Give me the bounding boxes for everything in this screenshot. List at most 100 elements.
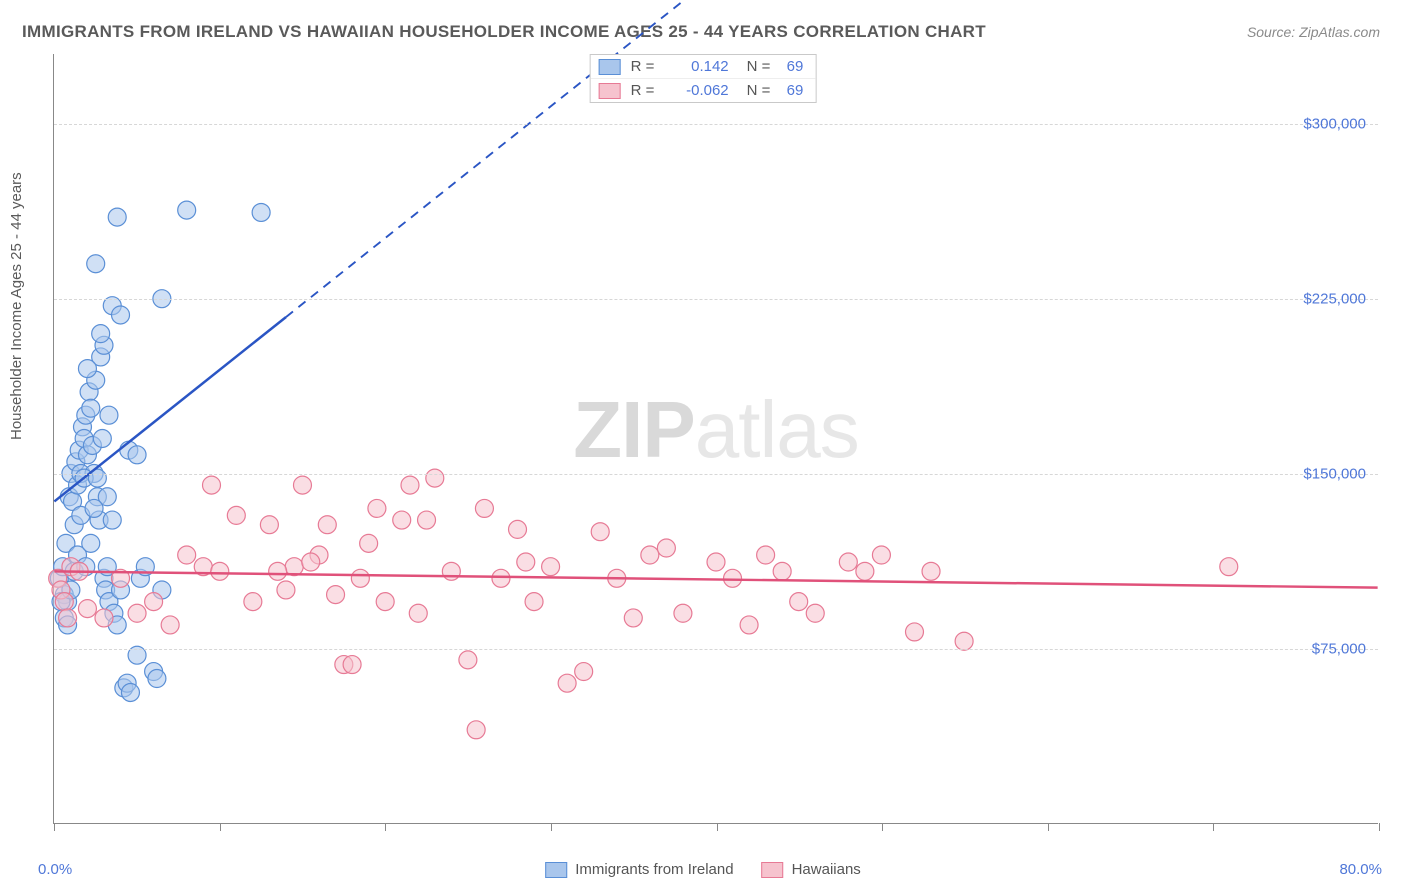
data-point [293,476,311,494]
y-tick-label: $75,000 [1312,641,1366,658]
data-point [707,553,725,571]
r-label: R = [631,82,659,99]
r-value: 0.142 [669,58,729,75]
legend-swatch [599,59,621,75]
data-point [575,663,593,681]
data-point [92,325,110,343]
x-axis-min-label: 0.0% [38,861,72,878]
chart-title: IMMIGRANTS FROM IRELAND VS HAWAIIAN HOUS… [22,22,986,42]
data-point [442,562,460,580]
data-point [269,562,287,580]
x-tick [717,823,718,831]
plot-area: ZIPatlas $75,000$150,000$225,000$300,000 [53,54,1378,824]
data-point [517,553,535,571]
x-tick [1379,823,1380,831]
data-point [409,604,427,622]
data-point [260,516,278,534]
correlation-row: R =0.142N =69 [591,55,816,78]
data-point [82,399,100,417]
data-point [922,562,940,580]
legend-label: Hawaiians [792,861,861,878]
legend-swatch [545,862,567,878]
data-point [78,360,96,378]
gridline [54,474,1378,475]
data-point [343,656,361,674]
correlation-legend: R =0.142N =69R =-0.062N =69 [590,54,817,103]
data-point [161,616,179,634]
data-point [360,534,378,552]
legend-item: Immigrants from Ireland [545,861,733,878]
data-point [78,600,96,618]
data-point [872,546,890,564]
data-point [492,569,510,587]
series-legend: Immigrants from Ireland Hawaiians [545,861,861,878]
data-point [178,546,196,564]
y-tick-label: $150,000 [1303,466,1366,483]
data-point [93,430,111,448]
data-point [393,511,411,529]
x-tick [385,823,386,831]
data-point [955,632,973,650]
x-tick [882,823,883,831]
data-point [509,520,527,538]
gridline [54,649,1378,650]
data-point [657,539,675,557]
data-point [641,546,659,564]
y-axis-title: Householder Income Ages 25 - 44 years [8,172,25,440]
data-point [525,593,543,611]
legend-swatch [599,83,621,99]
data-point [145,593,163,611]
data-point [277,581,295,599]
data-point [128,446,146,464]
gridline [54,124,1378,125]
data-point [327,586,345,604]
data-point [95,609,113,627]
data-point [211,562,229,580]
data-point [108,208,126,226]
trend-line-dashed [286,0,1378,317]
n-label: N = [747,58,777,75]
data-point [252,203,270,221]
r-label: R = [631,58,659,75]
data-point [467,721,485,739]
data-point [203,476,221,494]
data-point [112,306,130,324]
data-point [906,623,924,641]
x-tick [54,823,55,831]
data-point [558,674,576,692]
data-point [103,511,121,529]
data-point [426,469,444,487]
correlation-row: R =-0.062N =69 [591,78,816,102]
data-point [82,534,100,552]
x-tick [1048,823,1049,831]
data-point [121,684,139,702]
data-point [59,609,77,627]
data-point [100,406,118,424]
x-tick [551,823,552,831]
x-tick [220,823,221,831]
chart-svg [54,54,1378,823]
legend-item: Hawaiians [762,861,861,878]
data-point [591,523,609,541]
data-point [724,569,742,587]
data-point [1220,558,1238,576]
data-point [85,499,103,517]
data-point [351,569,369,587]
data-point [55,593,73,611]
data-point [624,609,642,627]
x-axis-max-label: 80.0% [1339,861,1382,878]
data-point [87,255,105,273]
data-point [128,604,146,622]
data-point [475,499,493,517]
r-value: -0.062 [669,82,729,99]
legend-swatch [762,862,784,878]
n-value: 69 [787,82,804,99]
data-point [839,553,857,571]
data-point [302,553,320,571]
y-tick-label: $225,000 [1303,291,1366,308]
data-point [459,651,477,669]
data-point [376,593,394,611]
data-point [318,516,336,534]
gridline [54,299,1378,300]
data-point [757,546,775,564]
